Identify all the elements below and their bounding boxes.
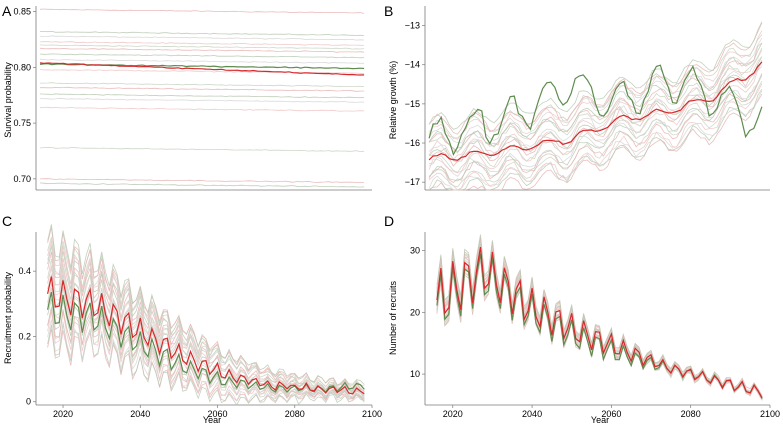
ensemble-lines [428,21,763,191]
ensemble-line [428,81,763,188]
ensemble-line [428,74,763,177]
ensemble-line [39,97,365,103]
y-tick-label: −14 [405,60,420,70]
ensemble-line [428,60,763,173]
x-tick-label: 2040 [522,409,542,419]
series-line-green [428,64,763,157]
ensemble-lines [39,8,365,188]
ensemble-line [39,93,365,99]
panel-c-recruitment-probability: 0 0.2 0.4 2020 2040 2060 2080 2100 [18,224,382,419]
panel-letter-b: B [384,3,393,19]
y-tick-label: 20 [410,307,420,317]
ensemble-line [428,42,763,153]
ensemble-line [47,267,365,398]
panel-letter-d: D [384,213,394,229]
y-axis-title-a: Survival probability [3,62,13,138]
ensemble-line [47,259,365,399]
ensemble-line [47,308,365,401]
ensemble-line [428,22,763,135]
panel-letter-a: A [2,3,12,19]
ensemble-lines [436,234,763,401]
panel-a-survival: 0.70 0.75 0.80 0.85 [13,6,372,191]
y-axis-title-c: Recruitment probability [3,271,13,364]
ensemble-line [428,21,763,130]
ensemble-line [436,243,763,397]
y-tick-label: 0.80 [13,62,31,72]
panel-letter-c: C [2,213,12,229]
ensemble-line [47,311,365,402]
ensemble-line [428,37,763,144]
y-axis-title-d: Number of recruits [388,280,398,355]
y-tick-label: 0 [26,397,31,407]
ensemble-line [39,178,365,183]
ensemble-line [39,8,365,14]
ensemble-line [39,47,365,53]
ensemble-line [47,224,365,387]
y-tick-label: 0.4 [18,266,31,276]
x-tick-label: 2100 [760,409,780,419]
series-line-green [39,63,365,70]
y-tick-label: −15 [405,99,420,109]
ensemble-line [47,251,365,395]
y-tick-label: 0.75 [13,118,31,128]
series-line-red [47,276,365,395]
y-axis-title-b: Relative growth (%) [388,61,398,140]
ensemble-line [39,30,365,36]
y-tick-label: 0.70 [13,174,31,184]
ensemble-line [47,245,365,392]
ensemble-line [428,75,763,183]
y-tick-label: −16 [405,138,420,148]
panel-b-growth: −17 −16 −15 −14 −13 [405,6,770,191]
y-tick-label: −17 [405,177,420,187]
panel-d-number-of-recruits: 10 20 30 2020 2040 2060 2080 2100 [410,232,780,419]
ensemble-line [47,319,365,404]
ensemble-line [428,93,763,191]
ensemble-line [40,82,365,88]
ensemble-line [39,35,365,41]
x-tick-label: 2020 [443,409,463,419]
x-axis-title-c: Year [203,415,221,425]
y-tick-label: 10 [410,369,420,379]
ensemble-line [39,58,365,64]
ensemble-line [39,182,365,188]
x-tick-label: 2040 [130,409,150,419]
y-tick-label: 30 [410,246,420,256]
ensemble-line [436,237,763,396]
y-tick-label: 0.85 [13,7,31,17]
ensemble-line [39,44,365,50]
x-axis-title-d: Year [591,415,609,425]
ensemble-line [39,41,365,46]
ensemble-line [47,323,365,406]
x-tick-label: 2080 [681,409,701,419]
x-tick-label: 2080 [285,409,305,419]
ensemble-line [428,88,763,191]
ensemble-line [39,106,365,112]
x-tick-label: 2100 [362,409,382,419]
ensemble-line [428,49,763,160]
series-line-red [436,247,763,399]
x-tick-label: 2020 [53,409,73,419]
ensemble-line [428,30,763,140]
ensemble-line [428,90,763,191]
ensemble-line [39,53,365,59]
ensemble-line [428,83,763,191]
series-line-red [39,62,365,76]
ensemble-line [436,234,763,397]
ensemble-line [428,73,763,182]
ensemble-line [39,146,365,152]
series-line-red [428,61,763,161]
y-tick-label: 0.2 [18,331,31,341]
y-tick-label: −13 [405,21,420,31]
x-tick-label: 2060 [208,409,228,419]
ensemble-line [40,86,365,92]
x-tick-label: 2060 [601,409,621,419]
